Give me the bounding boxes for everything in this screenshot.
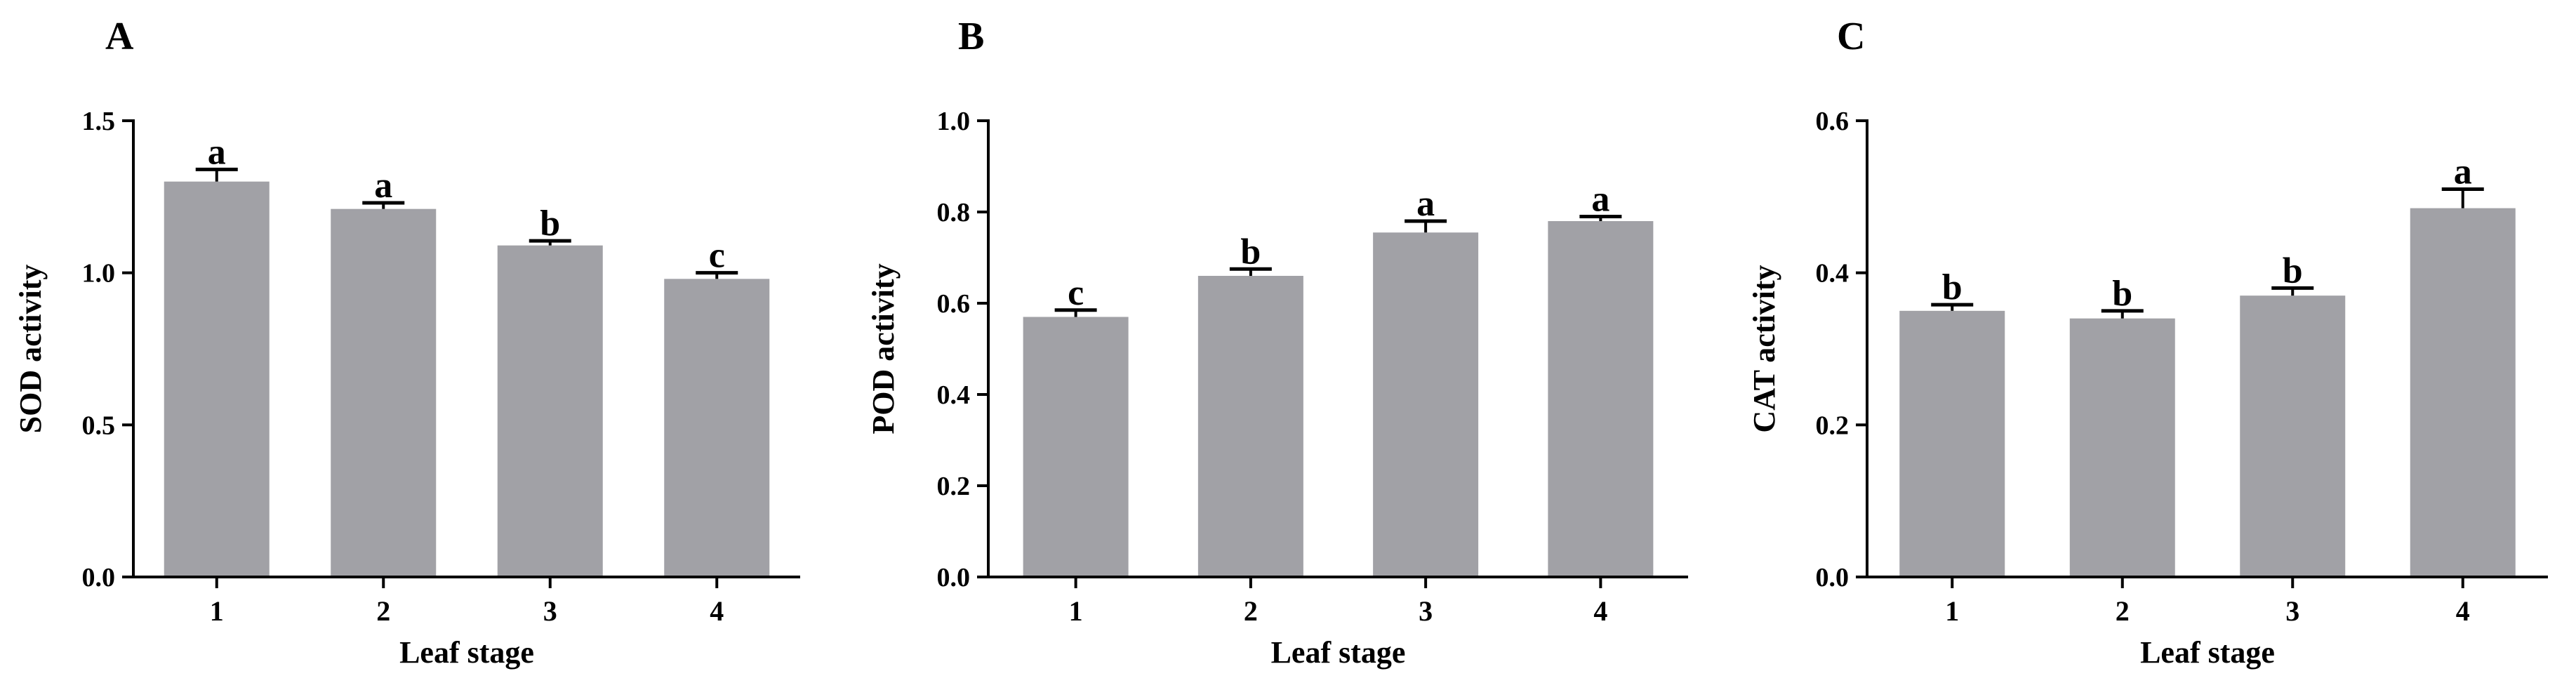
cat-xtick-label-1: 1: [1945, 595, 1959, 627]
cat-y-axis-title: CAT activity: [1747, 265, 1781, 432]
pod-xtick-label-2: 2: [1244, 595, 1258, 627]
pod-sig-letter-2: b: [1240, 232, 1261, 272]
cat-sig-letter-2: b: [2112, 274, 2132, 314]
sod-xtick-label-2: 2: [376, 595, 390, 627]
cat-x-axis-title: Leaf stage: [2140, 635, 2275, 670]
cat-ytick-label-3: 0.6: [1816, 107, 1850, 136]
chart-pod: c b a a 0.0 0.2 0.4 0.6 0.8 1.0 1 2 3 4 Leaf stage POD …: [866, 107, 1688, 670]
cat-sig-letter-1: b: [1942, 267, 1963, 307]
sod-ytick-label-2: 1.0: [82, 259, 116, 288]
pod-bar-3: [1373, 232, 1479, 577]
pod-xtick-label-4: 4: [1593, 595, 1607, 627]
pod-ytick-label-4: 0.8: [937, 198, 971, 227]
pod-sig-letter-4: a: [1591, 180, 1609, 220]
cat-ytick-label-1: 0.2: [1816, 411, 1850, 440]
panel-letter-a: A: [105, 15, 134, 58]
sod-sig-letter-3: b: [540, 204, 560, 244]
pod-ytick-label-3: 0.6: [937, 289, 971, 319]
chart-cat: b b b a 0.0 0.2 0.4 0.6 1 2 3 4 Leaf stage CAT activi…: [1747, 107, 2548, 670]
pod-ytick-label-0: 0.0: [937, 563, 971, 592]
sod-bar-3: [497, 245, 603, 577]
pod-ytick-label-5: 1.0: [937, 107, 971, 136]
cat-sig-letter-3: b: [2283, 251, 2303, 291]
cat-bar-3: [2240, 296, 2346, 577]
pod-sig-letter-1: c: [1068, 273, 1084, 313]
sod-bar-1: [164, 181, 270, 578]
cat-bar-2: [2069, 318, 2175, 577]
sod-x-axis-title: Leaf stage: [399, 635, 534, 670]
pod-ytick-label-1: 0.2: [937, 472, 971, 501]
sod-y-axis-title: SOD activity: [13, 265, 48, 434]
pod-xtick-label-1: 1: [1069, 595, 1083, 627]
cat-xtick-label-2: 2: [2116, 595, 2130, 627]
pod-bar-1: [1023, 317, 1129, 577]
sod-sig-letter-2: a: [374, 166, 392, 206]
cat-sig-letter-4: a: [2454, 152, 2472, 192]
sod-xtick-label-1: 1: [210, 595, 224, 627]
sod-sig-letter-1: a: [208, 132, 226, 172]
cat-bar-1: [1899, 310, 2005, 577]
panel-letter-c: C: [1837, 15, 1866, 58]
pod-y-axis-title: POD activity: [866, 263, 901, 434]
sod-bar-2: [331, 208, 437, 578]
cat-bar-4: [2410, 208, 2516, 577]
sod-ytick-label-3: 1.5: [82, 107, 116, 136]
pod-bar-2: [1197, 276, 1303, 577]
pod-ytick-label-2: 0.4: [937, 380, 971, 410]
sod-xtick-label-4: 4: [710, 595, 724, 627]
panel-letter-b: B: [958, 15, 985, 58]
cat-ytick-label-0: 0.0: [1816, 563, 1850, 592]
sod-sig-letter-4: c: [709, 236, 725, 276]
cat-ytick-label-2: 0.4: [1816, 259, 1850, 288]
pod-xtick-label-3: 3: [1419, 595, 1433, 627]
pod-bar-4: [1548, 221, 1654, 577]
cat-xtick-label-4: 4: [2456, 595, 2470, 627]
pod-sig-letter-3: a: [1416, 184, 1435, 224]
pod-x-axis-title: Leaf stage: [1271, 635, 1406, 670]
sod-bar-4: [664, 279, 770, 577]
sod-ytick-label-1: 0.5: [82, 411, 116, 440]
sod-xtick-label-3: 3: [543, 595, 557, 627]
sod-ytick-label-0: 0.0: [82, 563, 116, 592]
chart-sod: a a b c 0.0 0.5 1.0 1.5 1 2 3 4 Leaf stage SOD activi…: [13, 107, 800, 670]
cat-xtick-label-3: 3: [2285, 595, 2299, 627]
